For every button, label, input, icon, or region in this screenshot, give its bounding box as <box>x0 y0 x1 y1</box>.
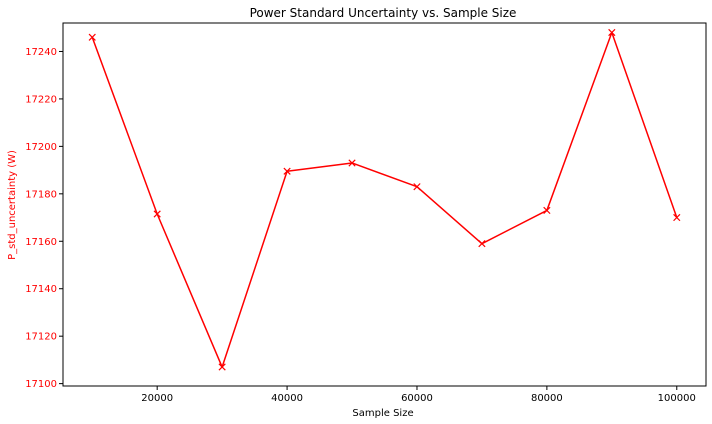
data-point-marker <box>543 206 551 215</box>
y-tick-label: 17240 <box>25 47 57 58</box>
data-point-marker <box>283 167 291 175</box>
series-line <box>91 31 678 368</box>
series-layer <box>88 28 681 371</box>
y-axis-label: P_std_uncertainty (W) <box>7 150 18 260</box>
chart-title: Power Standard Uncertainty vs. Sample Si… <box>250 6 517 20</box>
data-point-marker <box>218 363 226 371</box>
y-tick-label: 17220 <box>25 94 57 105</box>
x-axis-label: Sample Size <box>352 408 413 419</box>
data-point-marker <box>478 240 486 248</box>
y-axis: 17100 17120 17140 17160 17180 17200 17220 17240 <box>25 47 63 390</box>
x-tick-label: 60000 <box>401 393 433 404</box>
data-point-marker <box>673 213 681 222</box>
data-point-marker <box>348 159 356 167</box>
x-tick-label: 100000 <box>658 393 696 404</box>
y-tick-label: 17120 <box>25 332 57 343</box>
y-tick-label: 17160 <box>25 237 57 248</box>
data-point-marker <box>153 210 161 218</box>
y-tick-label: 17200 <box>25 142 57 153</box>
data-point-marker <box>88 33 96 41</box>
x-tick-label: 20000 <box>141 393 173 404</box>
y-tick-label: 17100 <box>25 379 57 390</box>
x-tick-label: 40000 <box>271 393 303 404</box>
y-tick-label: 17180 <box>25 189 57 200</box>
data-point-marker <box>413 183 421 191</box>
data-point-marker <box>608 28 616 37</box>
plot-area <box>62 22 707 387</box>
x-axis: 20000 40000 60000 80000 100000 <box>141 386 696 404</box>
y-tick-label: 17140 <box>25 284 57 295</box>
x-tick-label: 80000 <box>531 393 563 404</box>
